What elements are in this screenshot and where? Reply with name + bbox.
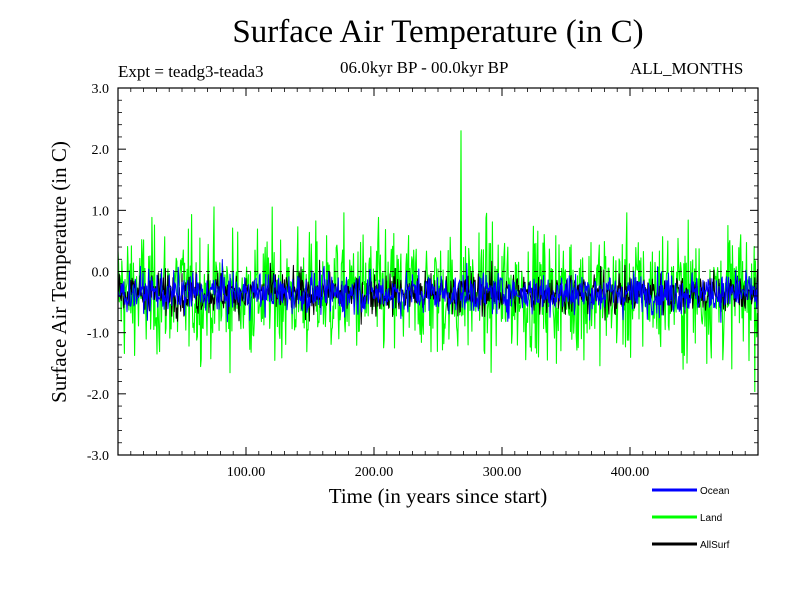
legend-label-allsurf: AllSurf [700, 540, 730, 551]
x-tick-label: 200.00 [355, 465, 394, 480]
y-tick-label: -3.0 [87, 449, 109, 464]
y-tick-label: -2.0 [87, 388, 109, 403]
tick-layer: 100.00 200.00 300.00 400.00 3.0 2.0 1.0 0.0 -1.0… [87, 82, 758, 480]
y-tick-label: 3.0 [92, 82, 110, 97]
y-tick-label: 1.0 [92, 204, 110, 219]
legend-label-land: Land [700, 513, 722, 524]
legend-label-ocean: Ocean [700, 486, 729, 497]
period-label: 06.0kyr BP - 00.0kyr BP [340, 58, 509, 77]
x-axis-label: Time (in years since start) [329, 484, 548, 508]
months-label: ALL_MONTHS [630, 59, 744, 78]
x-tick-label: 100.00 [227, 465, 266, 480]
y-axis-label: Surface Air Temperature (in C) [47, 141, 71, 403]
series-layer [117, 130, 759, 393]
experiment-label: Expt = teadg3-teada3 [118, 62, 264, 81]
x-tick-label: 300.00 [483, 465, 522, 480]
y-tick-label: -1.0 [87, 327, 109, 342]
series-land-line [117, 130, 759, 393]
series-ocean-line [117, 259, 759, 323]
y-tick-label: 2.0 [92, 143, 110, 158]
x-tick-label: 400.00 [611, 465, 650, 480]
legend: Ocean Land AllSurf [652, 486, 730, 551]
chart-title: Surface Air Temperature (in C) [232, 14, 644, 50]
y-tick-label: 0.0 [92, 266, 110, 281]
